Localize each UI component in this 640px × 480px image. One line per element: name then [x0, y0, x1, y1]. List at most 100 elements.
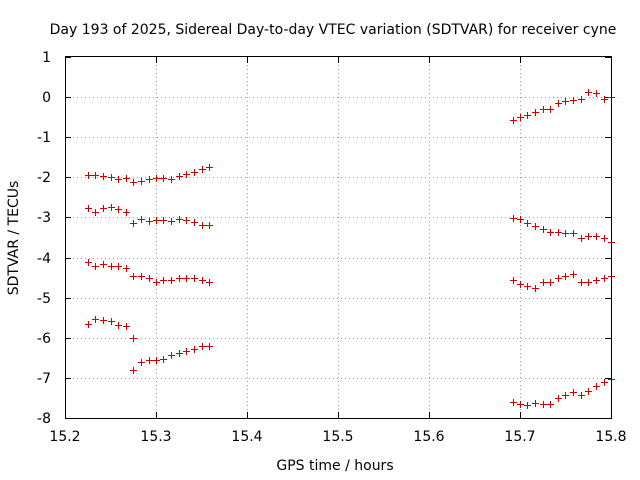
data-point [562, 273, 569, 280]
data-point [85, 205, 92, 212]
x-tick-label: 15.4 [231, 429, 262, 445]
data-point [601, 235, 608, 242]
series-1 [85, 164, 213, 186]
data-point [585, 89, 592, 96]
data-point [100, 261, 107, 268]
x-tick-label: 15.7 [504, 429, 535, 445]
data-point [601, 96, 608, 103]
data-point [593, 90, 600, 97]
data-point [176, 275, 183, 282]
y-tick-label: -7 [37, 371, 51, 387]
series-3 [85, 259, 213, 286]
data-point [524, 283, 531, 290]
data-point [108, 204, 115, 211]
data-point [206, 164, 213, 171]
data-point [153, 357, 160, 364]
data-point [130, 179, 137, 186]
data-point [138, 216, 145, 223]
x-tick-label: 15.6 [413, 429, 444, 445]
data-point [206, 343, 213, 350]
data-point [510, 399, 517, 406]
series-6 [510, 89, 615, 124]
x-tick-label: 15.5 [322, 429, 353, 445]
data-point [578, 279, 585, 286]
data-point [85, 321, 92, 328]
series-4 [85, 316, 137, 342]
data-point [130, 220, 137, 227]
data-point [138, 273, 145, 280]
data-point [100, 173, 107, 180]
data-point [555, 229, 562, 236]
data-point [191, 219, 198, 226]
data-point [199, 343, 206, 350]
data-point [601, 379, 608, 386]
x-tick-label: 15.3 [140, 429, 171, 445]
data-point [153, 175, 160, 182]
data-point [100, 317, 107, 324]
data-point [115, 263, 122, 270]
data-point [510, 117, 517, 124]
data-point [183, 275, 190, 282]
data-point [85, 259, 92, 266]
data-point [146, 218, 153, 225]
series-7 [510, 215, 615, 246]
data-point [108, 318, 115, 325]
data-point [108, 263, 115, 270]
series-2 [85, 204, 213, 229]
data-points [85, 89, 615, 409]
data-point [115, 322, 122, 329]
data-point [92, 263, 99, 270]
data-point [176, 173, 183, 180]
data-point [160, 277, 167, 284]
data-point [593, 383, 600, 390]
data-point [547, 279, 554, 286]
data-point [100, 205, 107, 212]
data-point [540, 401, 547, 408]
y-tick-label: 1 [42, 50, 51, 66]
data-point [130, 273, 137, 280]
data-point [183, 348, 190, 355]
data-point [562, 230, 569, 237]
data-point [191, 275, 198, 282]
x-tick-label: 15.8 [595, 429, 626, 445]
data-point [123, 265, 130, 272]
data-point [206, 222, 213, 229]
data-point [115, 176, 122, 183]
y-tick-label: -8 [37, 411, 51, 427]
data-point [85, 172, 92, 179]
data-point [532, 109, 539, 116]
data-point [578, 392, 585, 399]
data-point [562, 98, 569, 105]
data-point [524, 112, 531, 119]
data-point [191, 346, 198, 353]
data-point [510, 277, 517, 284]
data-point [593, 277, 600, 284]
data-point [138, 359, 145, 366]
data-point [547, 106, 554, 113]
series-8 [510, 271, 615, 292]
plot-frame [65, 56, 612, 419]
data-point [191, 169, 198, 176]
data-point [123, 323, 130, 330]
data-point [524, 402, 531, 409]
y-tick-label: -3 [37, 210, 51, 226]
data-point [199, 166, 206, 173]
data-point [532, 223, 539, 230]
data-point [540, 106, 547, 113]
y-tick-label: -5 [37, 291, 51, 307]
data-point [517, 114, 524, 121]
data-point [585, 233, 592, 240]
y-tick-label: -2 [37, 170, 51, 186]
data-point [593, 233, 600, 240]
data-point [123, 175, 130, 182]
data-point [555, 275, 562, 282]
data-point [130, 335, 137, 342]
data-point [160, 175, 167, 182]
series-5 [130, 343, 213, 374]
data-point [146, 275, 153, 282]
data-point [578, 235, 585, 242]
data-point [183, 217, 190, 224]
chart-title: Day 193 of 2025, Sidereal Day-to-day VTE… [50, 22, 617, 38]
x-axis-label: GPS time / hours [276, 458, 393, 474]
